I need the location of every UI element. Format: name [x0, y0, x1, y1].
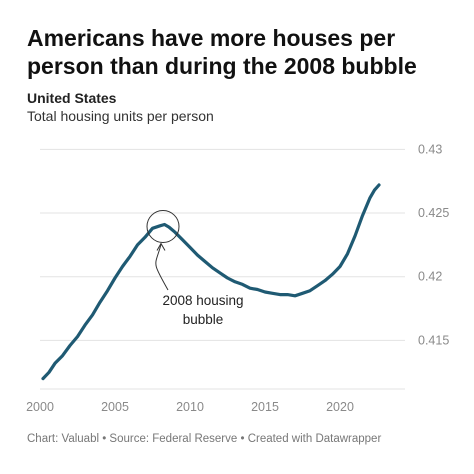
- x-tick-label: 2015: [251, 400, 279, 414]
- x-tick-label: 2010: [176, 400, 204, 414]
- annotation-label-line1: 2008 housing: [162, 293, 243, 308]
- annotation-arrowhead: [156, 242, 166, 251]
- bubble-annotation: 2008 housing bubble: [146, 210, 244, 327]
- chart-title: Americans have more houses per person th…: [27, 25, 417, 79]
- chart-subtitle: Total housing units per person: [27, 108, 214, 124]
- x-tick-label: 2000: [26, 400, 54, 414]
- chart-footer: Chart: Valuabl • Source: Federal Reserve…: [27, 433, 382, 445]
- chart-subtitle-region: United States: [27, 90, 117, 106]
- y-tick-label: 0.425: [418, 206, 449, 220]
- x-tick-label: 2020: [326, 400, 354, 414]
- x-axis: 2000 2005 2010 2015 2020: [26, 400, 354, 414]
- series-line: [41, 183, 381, 381]
- y-tick-label: 0.415: [418, 333, 449, 347]
- y-tick-label: 0.42: [418, 270, 442, 284]
- y-axis: 0.415 0.42 0.425 0.43: [418, 142, 449, 347]
- gridlines: [40, 148, 405, 390]
- annotation-label-line2: bubble: [183, 312, 224, 327]
- annotation-circle: [146, 210, 180, 244]
- series-layer: [41, 183, 381, 381]
- annotation-arrow: [155, 244, 169, 291]
- x-tick-label: 2005: [101, 400, 129, 414]
- y-tick-label: 0.43: [418, 142, 442, 156]
